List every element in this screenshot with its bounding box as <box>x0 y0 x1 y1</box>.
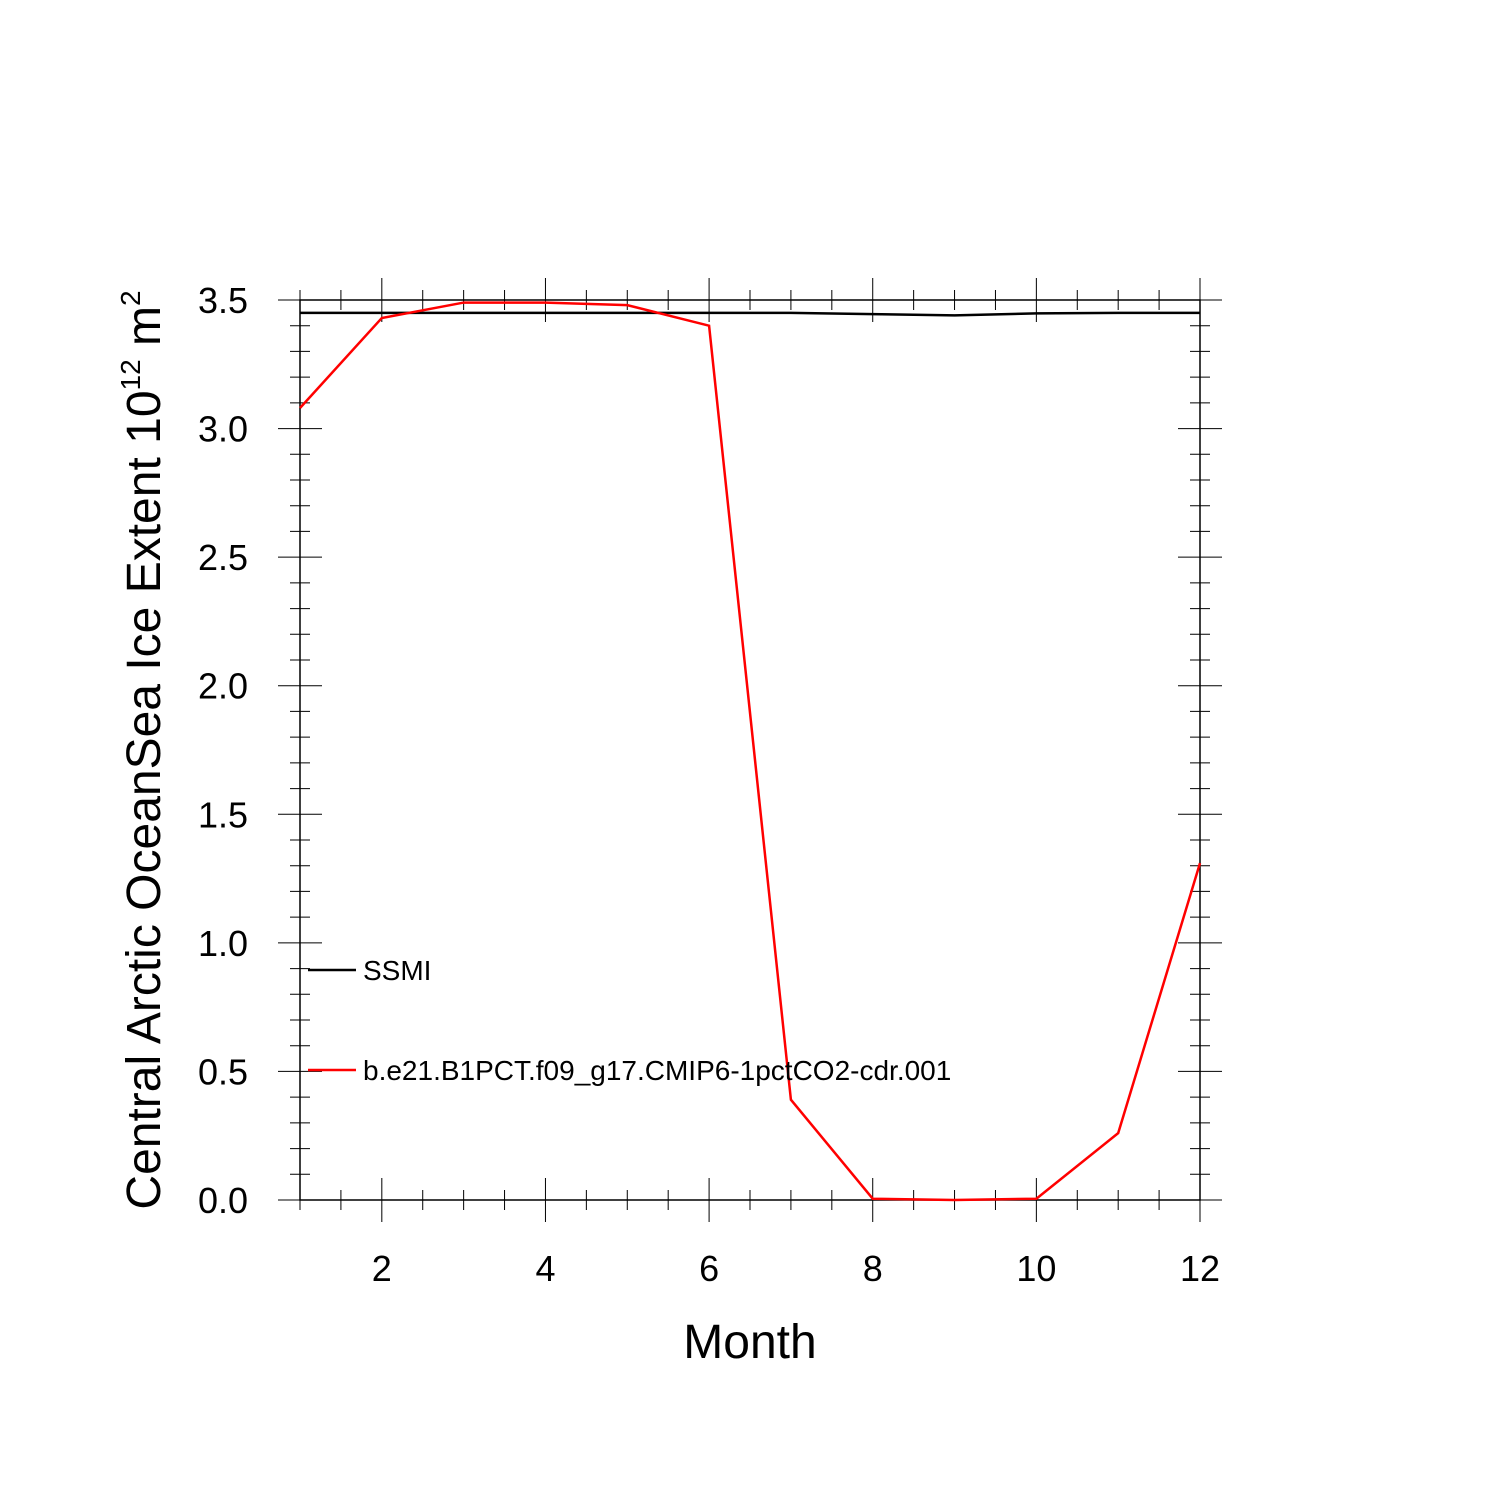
data-point-0 <box>298 311 302 315</box>
y-tick-labels: 0.0 0.5 1.0 1.5 2.0 2.5 3.0 3.5 <box>198 280 248 1221</box>
data-point-1 <box>380 316 384 320</box>
y-tick-label: 2.5 <box>198 537 248 578</box>
y-tick-label: 3.0 <box>198 409 248 450</box>
y-tick-label: 3.5 <box>198 280 248 321</box>
x-tick-label: 4 <box>535 1248 555 1289</box>
data-point-0 <box>462 311 466 315</box>
data-point-0 <box>1034 311 1038 315</box>
data-point-1 <box>789 1098 793 1102</box>
data-point-1 <box>953 1198 957 1202</box>
y-axis-label-main: Central Arctic OceanSea Ice Extent 10 <box>118 390 171 1209</box>
data-point-0 <box>871 312 875 316</box>
legend: SSMI b.e21.B1PCT.f09_g17.CMIP6-1pctCO2-c… <box>308 955 951 1086</box>
series-line-1 <box>299 301 1202 1202</box>
data-point-1 <box>1034 1197 1038 1201</box>
legend-label-ssmi: SSMI <box>363 955 431 986</box>
data-point-0 <box>707 311 711 315</box>
data-point-1 <box>871 1197 875 1201</box>
data-point-0 <box>380 311 384 315</box>
data-point-0 <box>625 311 629 315</box>
y-tick-label: 2.0 <box>198 666 248 707</box>
plot-frame <box>299 299 1201 1201</box>
y-tick-label: 0.0 <box>198 1180 248 1221</box>
data-point-0 <box>953 313 957 317</box>
data-point-1 <box>1198 861 1202 865</box>
data-point-1 <box>298 406 302 410</box>
data-point-0 <box>1116 311 1120 315</box>
data-point-1 <box>1116 1131 1120 1135</box>
series-line-0 <box>300 311 1200 317</box>
x-tick-label: 12 <box>1180 1248 1220 1289</box>
y-axis-label-unit-exponent: 2 <box>115 290 146 306</box>
y-axis-label: Central Arctic OceanSea Ice Extent 1012 … <box>115 290 171 1209</box>
x-tick-label: 8 <box>863 1248 883 1289</box>
y-axis-label-unit: m <box>118 306 171 359</box>
x-tick-label: 6 <box>699 1248 719 1289</box>
x-tick-label: 10 <box>1016 1248 1056 1289</box>
y-axis-label-exponent: 12 <box>115 359 146 390</box>
data-point-0 <box>543 311 547 315</box>
y-tick-label: 1.0 <box>198 923 248 964</box>
x-tick-label: 2 <box>372 1248 392 1289</box>
data-point-1 <box>625 303 629 307</box>
data-point-1 <box>543 301 547 305</box>
series-lines <box>298 301 1202 1202</box>
y-tick-label: 1.5 <box>198 794 248 835</box>
x-axis-label: Month <box>683 1316 816 1369</box>
data-point-0 <box>1198 311 1202 315</box>
legend-label-model: b.e21.B1PCT.f09_g17.CMIP6-1pctCO2-cdr.00… <box>363 1055 951 1086</box>
data-point-1 <box>462 301 466 305</box>
data-point-1 <box>707 324 711 328</box>
data-point-0 <box>789 311 793 315</box>
y-tick-label: 0.5 <box>198 1051 248 1092</box>
x-tick-labels: 2 4 6 8 10 12 <box>372 1248 1220 1289</box>
